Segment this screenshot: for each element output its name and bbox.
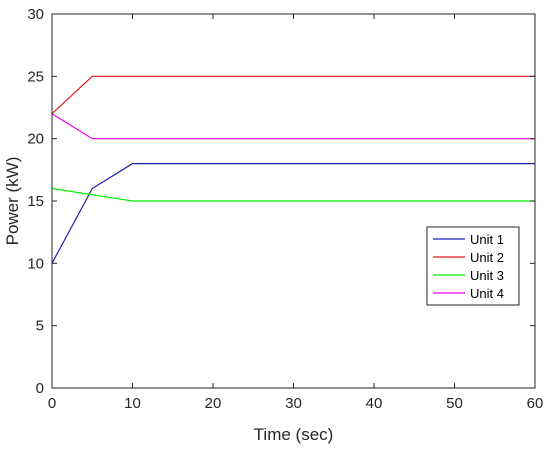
- y-tick-label: 20: [27, 131, 44, 148]
- y-axis-label: Power (kW): [3, 157, 22, 246]
- y-axis: 0 5 10 15 20 25 30: [27, 6, 535, 397]
- y-tick-label: 5: [36, 318, 44, 335]
- y-tick-label: 30: [27, 6, 44, 23]
- legend-label: Unit 1: [470, 232, 504, 247]
- x-axis: 0 10 20 30 40 50 60: [48, 14, 544, 412]
- x-tick-label: 20: [205, 395, 222, 412]
- legend-label: Unit 3: [470, 268, 504, 283]
- series-line-unit-2: [51, 75, 535, 115]
- y-tick-label: 25: [27, 68, 44, 85]
- legend-box: [426, 226, 520, 306]
- series-line-unit-3: [51, 187, 535, 202]
- x-tick-label: 50: [446, 395, 463, 412]
- x-tick-label: 0: [48, 395, 56, 412]
- legend-label: Unit 4: [470, 286, 504, 301]
- y-tick-label: 15: [27, 193, 44, 210]
- series-layer: [51, 75, 535, 264]
- x-tick-label: 60: [527, 395, 544, 412]
- legend: Unit 1 Unit 2 Unit 3 Unit 4: [426, 226, 520, 306]
- legend-label: Unit 2: [470, 250, 504, 265]
- series-line-unit-4: [51, 113, 535, 140]
- y-tick-label: 0: [36, 380, 44, 397]
- x-tick-label: 30: [285, 395, 302, 412]
- x-axis-label: Time (sec): [254, 425, 334, 444]
- x-tick-label: 10: [124, 395, 141, 412]
- x-tick-label: 40: [366, 395, 383, 412]
- series-line-unit-1: [51, 163, 535, 264]
- y-tick-label: 10: [27, 255, 44, 272]
